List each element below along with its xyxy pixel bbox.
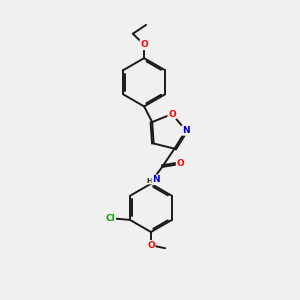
Text: N: N	[182, 126, 190, 135]
Text: O: O	[140, 40, 148, 50]
Text: Cl: Cl	[105, 214, 115, 223]
Text: O: O	[147, 241, 155, 250]
Text: O: O	[168, 110, 176, 118]
Text: N: N	[152, 176, 160, 184]
Text: H: H	[147, 178, 152, 184]
Text: O: O	[176, 160, 184, 169]
